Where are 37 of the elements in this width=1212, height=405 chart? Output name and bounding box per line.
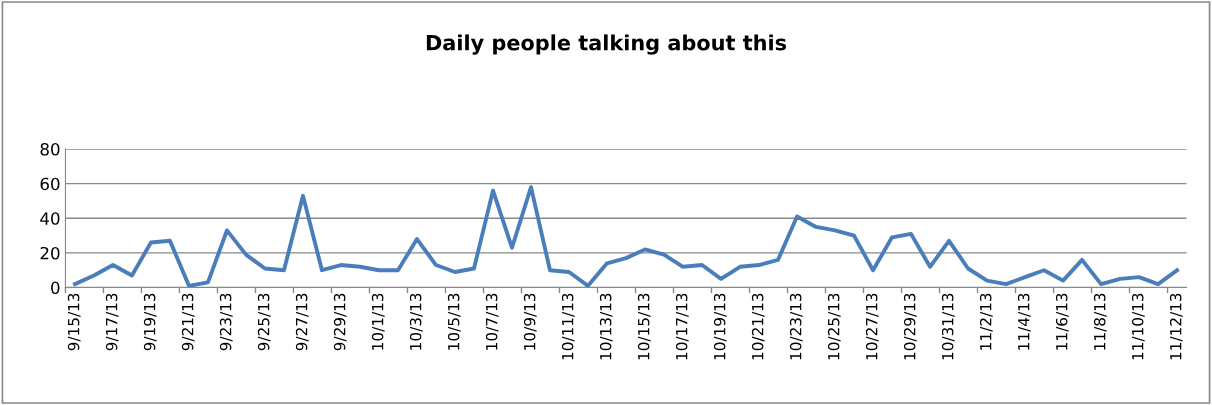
x-tick-label: 11/2/13: [979, 293, 993, 350]
x-tick-label: 10/27/13: [865, 293, 879, 360]
x-tick-label: 10/17/13: [675, 293, 689, 360]
x-tick-label: 9/27/13: [295, 293, 309, 351]
x-tick-label: 10/1/13: [371, 293, 385, 350]
x-tick-label: 10/19/13: [713, 293, 727, 360]
x-tick-label: 11/8/13: [1093, 293, 1107, 350]
x-tick-label: 11/10/13: [1131, 293, 1145, 360]
x-tick-label: 9/25/13: [257, 293, 271, 351]
x-tick-label: 10/31/13: [941, 293, 955, 360]
x-tick-label: 10/23/13: [789, 293, 803, 360]
x-tick-label: 11/4/13: [1017, 293, 1031, 350]
x-tick-label: 10/13/13: [599, 293, 613, 360]
line-series: [73, 185, 1179, 288]
x-tick-label: 9/21/13: [181, 293, 195, 351]
y-tick-label: 0: [51, 281, 60, 295]
x-tick-label: 10/25/13: [827, 293, 841, 360]
x-tick-label: 11/12/13: [1169, 293, 1183, 360]
x-tick-label: 10/7/13: [485, 293, 499, 350]
x-tick-label: 10/11/13: [561, 293, 575, 360]
x-tick-label: 10/3/13: [409, 293, 423, 350]
x-tick-label: 10/9/13: [523, 293, 537, 350]
y-tick-label: 80: [40, 143, 60, 156]
y-tick-label: 40: [40, 212, 60, 225]
chart-title: Daily people talking about this: [426, 34, 787, 55]
x-tick-label: 9/17/13: [105, 293, 119, 351]
x-tick-label: 10/5/13: [447, 293, 461, 350]
x-tick-label: 9/23/13: [219, 293, 233, 351]
x-tick-label: 10/29/13: [903, 293, 917, 360]
x-tick-label: 10/15/13: [637, 293, 651, 360]
x-tick-label: 11/6/13: [1055, 293, 1069, 350]
y-tick-label: 60: [40, 177, 60, 191]
x-tick-label: 9/19/13: [143, 293, 157, 351]
x-tick-label: 9/29/13: [333, 293, 347, 351]
y-tick-label: 20: [40, 246, 60, 260]
x-tick-label: 9/15/13: [67, 293, 81, 351]
x-tick-label: 10/21/13: [751, 293, 765, 360]
